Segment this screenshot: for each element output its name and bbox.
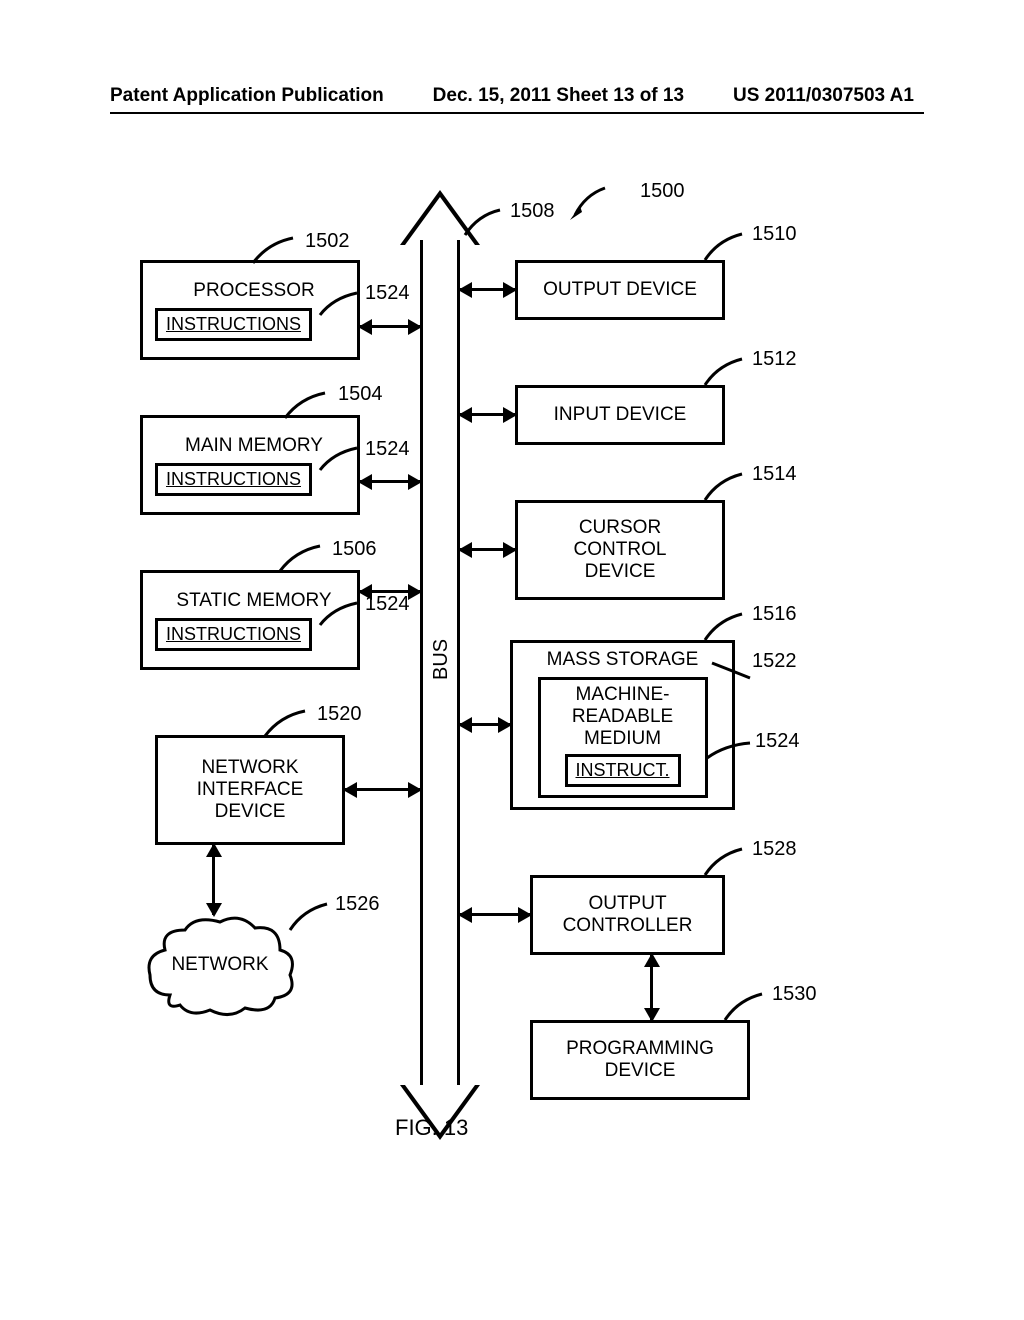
leader-1506 bbox=[275, 543, 330, 575]
cursor-label-3: DEVICE bbox=[585, 561, 656, 583]
bus-label: BUS bbox=[430, 639, 453, 680]
progdev-label-2: DEVICE bbox=[605, 1060, 676, 1082]
ref-1504: 1504 bbox=[338, 383, 383, 406]
mass-storage-instructions: INSTRUCT. bbox=[565, 754, 681, 787]
ref-1524-2: 1524 bbox=[365, 438, 410, 461]
ref-1506: 1506 bbox=[332, 538, 377, 561]
arrow-nid-bus bbox=[345, 788, 420, 791]
header-right: US 2011/0307503 A1 bbox=[733, 85, 914, 107]
processor-instructions: INSTRUCTIONS bbox=[155, 308, 312, 341]
nid-label-3: DEVICE bbox=[215, 801, 286, 823]
machine-readable-medium-block: MACHINE- READABLE MEDIUM INSTRUCT. bbox=[538, 677, 708, 798]
arrow-staticmem-bus bbox=[360, 590, 420, 593]
arrow-outctrl-prog bbox=[650, 955, 653, 1020]
main-memory-instructions: INSTRUCTIONS bbox=[155, 463, 312, 496]
arrow-input-bus bbox=[460, 413, 515, 416]
ref-1516: 1516 bbox=[752, 603, 797, 626]
arrow-processor-bus bbox=[360, 325, 420, 328]
progdev-label-1: PROGRAMMING bbox=[566, 1038, 714, 1060]
leader-1500 bbox=[570, 180, 640, 220]
cursor-control-block: CURSOR CONTROL DEVICE bbox=[515, 500, 725, 600]
network-label: NETWORK bbox=[140, 954, 300, 976]
leader-1524-2 bbox=[315, 445, 365, 475]
network-interface-block: NETWORK INTERFACE DEVICE bbox=[155, 735, 345, 845]
ref-1520: 1520 bbox=[317, 703, 362, 726]
ref-1512: 1512 bbox=[752, 348, 797, 371]
ref-1524-4: 1524 bbox=[755, 730, 800, 753]
ref-1526: 1526 bbox=[335, 893, 380, 916]
nid-label-1: NETWORK bbox=[201, 757, 298, 779]
cursor-label-1: CURSOR bbox=[579, 517, 661, 539]
leader-1510 bbox=[700, 230, 750, 265]
arrow-outctrl-bus bbox=[460, 913, 530, 916]
leader-1530 bbox=[720, 990, 770, 1025]
ref-1522: 1522 bbox=[752, 650, 797, 673]
header-center: Dec. 15, 2011 Sheet 13 of 13 bbox=[433, 85, 684, 107]
static-memory-instructions: INSTRUCTIONS bbox=[155, 618, 312, 651]
leader-1528 bbox=[700, 845, 750, 880]
leader-1522 bbox=[710, 658, 755, 683]
leader-1524-4 bbox=[705, 740, 755, 765]
ref-1514: 1514 bbox=[752, 463, 797, 486]
leader-1514 bbox=[700, 470, 750, 505]
mrm-label-3: MEDIUM bbox=[584, 728, 661, 750]
arrow-nid-network bbox=[212, 845, 215, 915]
leader-1504 bbox=[280, 390, 335, 420]
ref-1510: 1510 bbox=[752, 223, 797, 246]
leader-1524-3 bbox=[315, 600, 365, 630]
mass-storage-block: MASS STORAGE MACHINE- READABLE MEDIUM IN… bbox=[510, 640, 735, 810]
ref-1508: 1508 bbox=[510, 200, 555, 223]
ref-1500: 1500 bbox=[640, 180, 685, 203]
mrm-label-1: MACHINE- bbox=[576, 684, 670, 706]
network-cloud: NETWORK bbox=[140, 910, 300, 1020]
leader-1508 bbox=[460, 205, 510, 240]
nid-label-2: INTERFACE bbox=[197, 779, 304, 801]
ref-1502: 1502 bbox=[305, 230, 350, 253]
leader-1512 bbox=[700, 355, 750, 390]
input-device-block: INPUT DEVICE bbox=[515, 385, 725, 445]
ref-1528: 1528 bbox=[752, 838, 797, 861]
page-header: Patent Application Publication Dec. 15, … bbox=[0, 85, 1024, 107]
outctrl-label-1: OUTPUT bbox=[588, 893, 666, 915]
arrow-mainmem-bus bbox=[360, 480, 420, 483]
leader-1516 bbox=[700, 610, 750, 645]
programming-device-block: PROGRAMMING DEVICE bbox=[530, 1020, 750, 1100]
output-device-block: OUTPUT DEVICE bbox=[515, 260, 725, 320]
outctrl-label-2: CONTROLLER bbox=[563, 915, 693, 937]
leader-1502 bbox=[248, 235, 303, 270]
system-diagram: BUS 1500 1508 PROCESSOR INSTRUCTIONS 150… bbox=[0, 180, 1024, 1280]
output-controller-block: OUTPUT CONTROLLER bbox=[530, 875, 725, 955]
arrow-cursor-bus bbox=[460, 548, 515, 551]
mrm-label-2: READABLE bbox=[572, 706, 673, 728]
cursor-label-2: CONTROL bbox=[574, 539, 667, 561]
input-device-label: INPUT DEVICE bbox=[554, 404, 687, 426]
leader-1526 bbox=[285, 900, 335, 935]
ref-1524-1: 1524 bbox=[365, 282, 410, 305]
leader-1524-1 bbox=[315, 290, 365, 320]
leader-1520 bbox=[260, 708, 315, 740]
ref-1530: 1530 bbox=[772, 983, 817, 1006]
header-rule bbox=[110, 112, 924, 114]
header-left: Patent Application Publication bbox=[110, 85, 384, 107]
output-device-label: OUTPUT DEVICE bbox=[543, 279, 697, 301]
arrow-mass-bus bbox=[460, 723, 510, 726]
figure-caption: FIG. 13 bbox=[395, 1115, 468, 1141]
arrow-output-bus bbox=[460, 288, 515, 291]
mass-storage-label: MASS STORAGE bbox=[547, 649, 699, 671]
